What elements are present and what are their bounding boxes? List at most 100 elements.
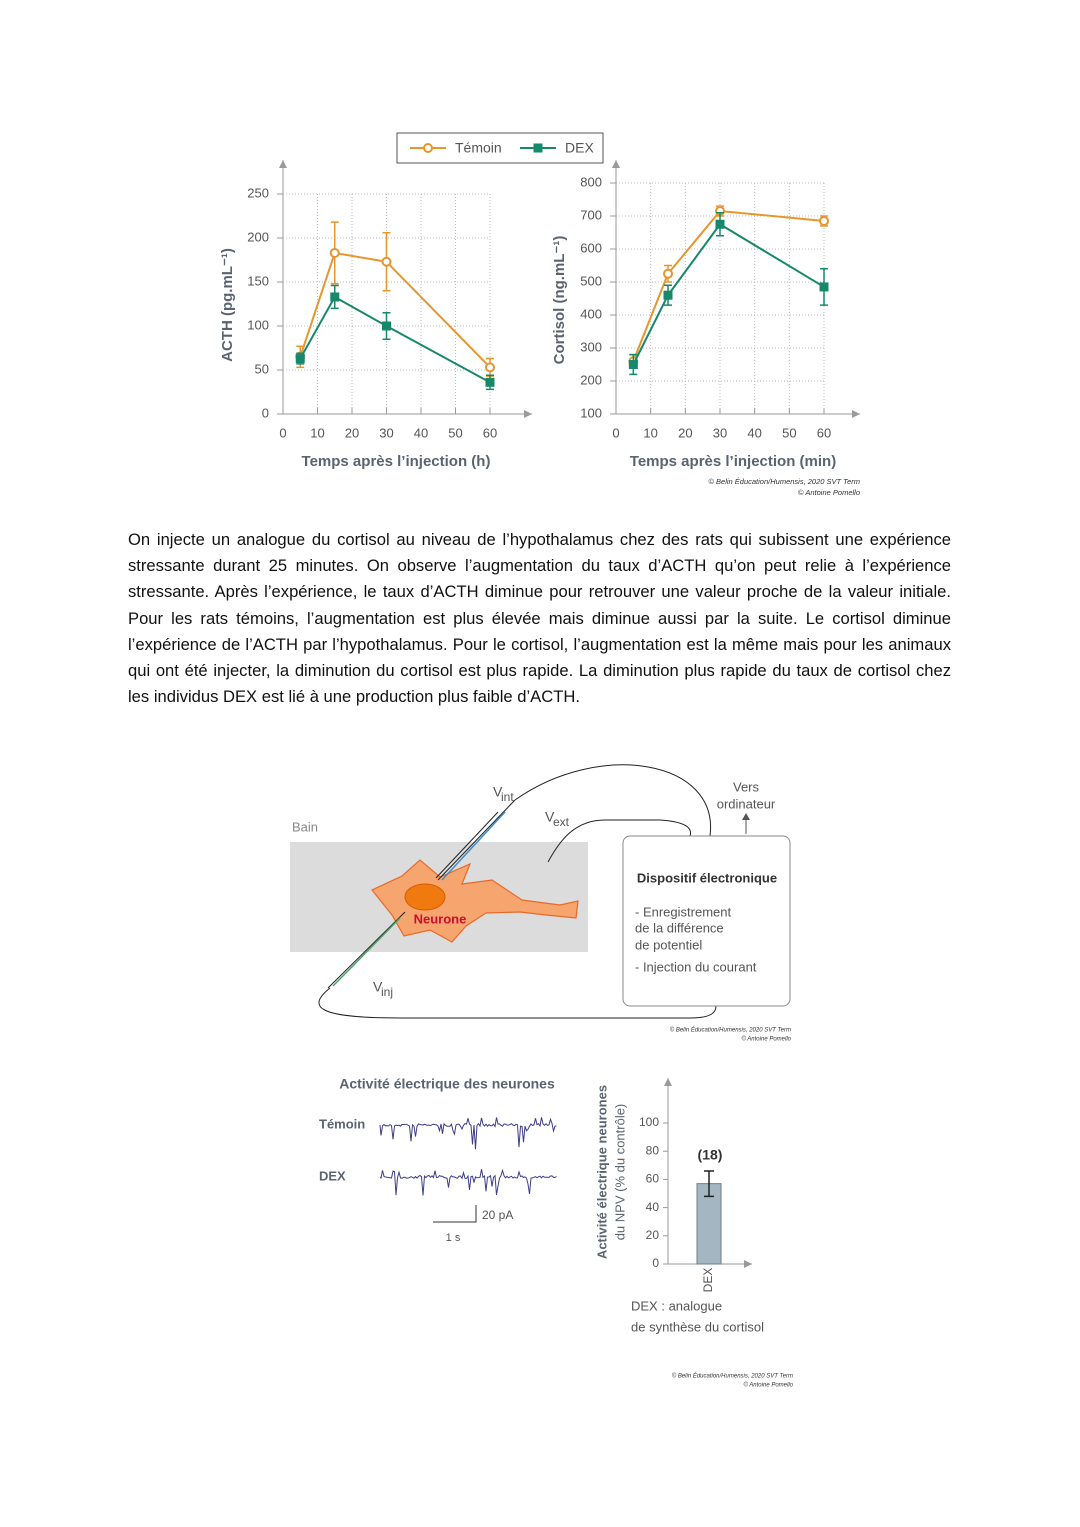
series-line [299, 295, 491, 384]
x-tick-label: 20 [678, 425, 692, 440]
x-tick-label: 40 [747, 425, 761, 440]
trace-label: DEX [319, 1168, 346, 1183]
data-point [715, 219, 725, 229]
y-tick-label: 250 [247, 185, 269, 200]
error-bar [704, 1170, 714, 1198]
data-point [663, 290, 673, 300]
legend-label: Témoin [455, 140, 502, 156]
y-tick-label: 20 [646, 1228, 660, 1242]
axis-arrow [524, 410, 532, 418]
electrode [332, 917, 401, 987]
axis-arrow [612, 160, 620, 168]
trace [379, 1117, 557, 1150]
x-tick-label: 0 [612, 425, 619, 440]
note: DEX : analogue [631, 1298, 722, 1313]
legend-label: DEX [565, 140, 594, 156]
computer-label: Vers [733, 779, 760, 794]
x-axis-label: Temps après l’injection (h) [302, 453, 491, 470]
device-line: - Injection du courant [635, 959, 757, 974]
scale-bar [433, 1205, 477, 1223]
series-line [632, 210, 825, 362]
electrode-label-sub: ext [553, 815, 570, 829]
y-tick-label: 100 [247, 317, 269, 332]
y-tick-label: 700 [580, 207, 602, 222]
credit: © Belin Éducation/Humensis, 2020 SVT Ter… [672, 1373, 793, 1380]
y-tick-label: 50 [255, 361, 269, 376]
y-tick-label: 200 [247, 229, 269, 244]
device-line: - Enregistrement [635, 904, 731, 919]
electrode-label-sub: int [501, 790, 514, 804]
x-tick-label: 30 [713, 425, 727, 440]
electrode [441, 811, 506, 881]
note: de synthèse du cortisol [631, 1319, 764, 1334]
credit: © Belin Éducation/Humensis, 2020 SVT Ter… [708, 477, 860, 486]
y-tick-label: 0 [262, 405, 269, 420]
arrowhead [742, 813, 750, 820]
x-tick-label: 10 [310, 425, 324, 440]
y-tick-label: 800 [580, 174, 602, 189]
traces-title: Activité électrique des neurones [339, 1076, 555, 1092]
data-point [819, 215, 829, 226]
scale-x-label: 1 s [446, 1232, 461, 1244]
electrode-label: V [373, 979, 383, 995]
computer-label: ordinateur [717, 796, 776, 811]
data-point [330, 292, 340, 302]
scale-y-label: 20 pA [482, 1208, 513, 1222]
device-title: Dispositif électronique [637, 870, 777, 885]
y-tick-label: 400 [580, 306, 602, 321]
x-tick-label: 20 [345, 425, 359, 440]
credit: © Antoine Pomello [798, 488, 860, 497]
bath-label: Bain [292, 819, 318, 834]
y-tick-label: 0 [652, 1256, 659, 1270]
axis-arrow [852, 410, 860, 418]
data-point [423, 143, 433, 153]
data-point [533, 143, 543, 153]
y-tick-label: 100 [580, 405, 602, 420]
y-axis-label: ACTH (pg.mL⁻¹) [219, 248, 236, 362]
data-point [381, 256, 392, 267]
axis-arrow [279, 160, 287, 168]
y-axis-label-sub: du NPV (% du contrôle) [612, 1104, 627, 1241]
data-point [628, 360, 638, 369]
y-axis-label: Cortisol (ng.mL⁻¹) [551, 236, 568, 365]
electrode-label: V [545, 809, 555, 825]
x-axis-label: Temps après l’injection (min) [630, 453, 836, 470]
nucleus [404, 883, 446, 911]
y-tick-label: 300 [580, 339, 602, 354]
device-line: de la différence [635, 920, 724, 935]
electrode [327, 911, 406, 989]
y-tick-label: 150 [247, 273, 269, 288]
data-point [485, 362, 495, 373]
series-line [299, 251, 491, 369]
paragraph: On injecte un analogue du cortisol au ni… [128, 530, 951, 707]
y-tick-label: 40 [646, 1200, 660, 1214]
data-point [663, 268, 673, 279]
axis-arrow [664, 1078, 672, 1086]
data-point [382, 321, 391, 331]
x-tick-label: 40 [414, 425, 428, 440]
neuron-label: Neurone [414, 911, 467, 926]
y-axis-label: Activité électrique neurones [594, 1085, 609, 1259]
series-line [632, 222, 825, 365]
data-point [295, 354, 305, 364]
device-box [622, 835, 791, 1007]
electrode [435, 811, 499, 879]
x-tick-label: 50 [448, 425, 462, 440]
electrode-label-sub: inj [381, 985, 393, 999]
y-tick-label: 100 [639, 1115, 659, 1129]
y-tick-label: 200 [580, 372, 602, 387]
trace-label: Témoin [319, 1116, 365, 1131]
electrode [437, 799, 516, 881]
x-tick-label: 60 [817, 425, 831, 440]
credit: © Belin Éducation/Humensis, 2020 SVT Ter… [670, 1027, 791, 1034]
annotation: (18) [698, 1147, 723, 1163]
y-tick-label: 500 [580, 273, 602, 288]
axis-arrow [744, 1260, 752, 1268]
setup-diagram [290, 764, 791, 1019]
wire [318, 987, 717, 1019]
data-point [485, 377, 495, 387]
credit: © Antoine Pomello [743, 1382, 793, 1389]
data-point [329, 247, 340, 258]
